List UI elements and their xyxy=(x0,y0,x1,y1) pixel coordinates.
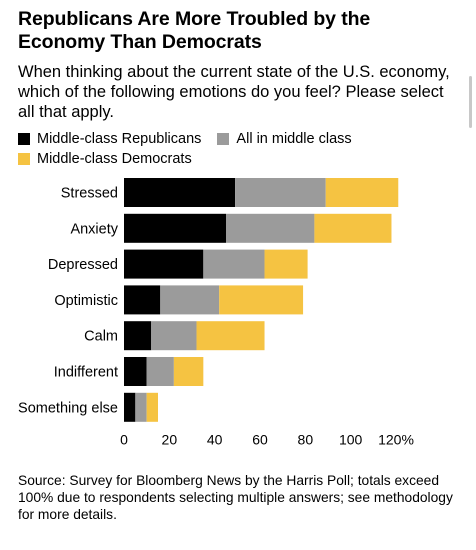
bar-segment-democrats xyxy=(314,213,392,243)
x-tick-label: 100 xyxy=(339,432,363,448)
bar-segment-all xyxy=(151,321,197,351)
bar-segment-republicans xyxy=(124,178,236,207)
x-tick-label: 80 xyxy=(298,432,314,448)
legend-label-all: All in middle class xyxy=(236,131,352,147)
bar-segment-all xyxy=(226,213,315,243)
bar-segment-republicans xyxy=(124,392,136,422)
bar-segment-democrats xyxy=(219,285,304,315)
chart-title: Republicans Are More Troubled by the Eco… xyxy=(18,8,371,53)
chart-subtitle: When thinking about the current state of… xyxy=(18,63,450,121)
bar-segment-all xyxy=(135,392,147,422)
category-label: Calm xyxy=(84,329,118,345)
bar-segment-republicans xyxy=(124,285,161,315)
bar-segment-democrats xyxy=(264,249,308,279)
legend-swatch-all xyxy=(217,133,230,145)
bar-segment-all xyxy=(160,285,220,315)
x-tick-label: 0 xyxy=(120,432,128,448)
bar-segment-democrats xyxy=(196,321,265,351)
bar-segment-republicans xyxy=(124,213,226,243)
x-tick-label: 120% xyxy=(378,432,414,448)
bar-segment-democrats xyxy=(146,392,158,422)
legend-second-row: Middle-class Democrats xyxy=(18,150,208,168)
source-note: Source: Survey for Bloomberg News by the… xyxy=(18,473,453,522)
legend-swatch-republicans xyxy=(18,133,30,145)
bar-segment-republicans xyxy=(124,321,152,351)
bar-segment-republicans xyxy=(124,357,147,386)
x-tick-label: 60 xyxy=(252,432,268,448)
scrollbar[interactable] xyxy=(469,76,472,128)
legend-item-republicans: Middle-class Republicans xyxy=(18,130,201,148)
category-label: Indifferent xyxy=(54,365,118,381)
bar-segment-republicans xyxy=(124,249,204,279)
x-tick-label: 40 xyxy=(207,432,223,448)
legend-label-republicans: Middle-class Republicans xyxy=(37,131,202,147)
x-tick-label: 20 xyxy=(162,432,178,448)
bar-segment-all xyxy=(235,178,326,207)
bar-segment-all xyxy=(146,357,174,386)
legend-item-democrats: Middle-class Democrats xyxy=(18,150,192,168)
category-label: Depressed xyxy=(48,257,118,273)
category-label: Anxiety xyxy=(70,221,118,237)
legend-swatch-democrats xyxy=(18,153,30,165)
stacked-bar-chart: Stressed Anxiety Depressed Optimistic Calm In… xyxy=(18,178,414,448)
bar-segment-democrats xyxy=(325,178,399,207)
category-label: Stressed xyxy=(61,186,118,202)
legend: Middle-class Republicans All in middle c… xyxy=(18,130,368,148)
category-label: Optimistic xyxy=(54,293,118,309)
legend-label-democrats: Middle-class Democrats xyxy=(37,151,192,167)
bar-segment-democrats xyxy=(173,357,204,386)
legend-item-all: All in middle class xyxy=(217,130,352,148)
bar-segment-all xyxy=(203,249,265,279)
category-label: Something else xyxy=(18,400,118,416)
